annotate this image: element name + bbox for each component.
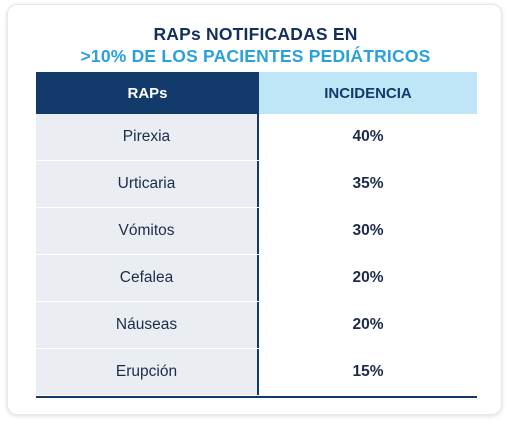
header-incidencia: INCIDENCIA <box>259 72 477 114</box>
table-bottom-border <box>36 396 477 398</box>
incidencia-cell: 15% <box>259 349 477 395</box>
table-row: Vómitos 30% <box>36 208 477 255</box>
rap-cell: Pirexia <box>36 114 259 160</box>
incidencia-cell: 40% <box>259 114 477 160</box>
rap-cell: Urticaria <box>36 161 259 207</box>
table-header-row: RAPs INCIDENCIA <box>36 72 477 114</box>
rap-cell: Erupción <box>36 349 259 395</box>
incidencia-cell: 35% <box>259 161 477 207</box>
incidence-table: RAPs INCIDENCIA Pirexia 40% Urticaria 35… <box>36 72 477 398</box>
table-row: Urticaria 35% <box>36 161 477 208</box>
incidencia-cell: 30% <box>259 208 477 254</box>
table-row: Pirexia 40% <box>36 114 477 161</box>
incidencia-cell: 20% <box>259 302 477 348</box>
incidencia-cell: 20% <box>259 255 477 301</box>
rap-cell: Náuseas <box>36 302 259 348</box>
table-card: RAPs NOTIFICADAS EN >10% DE LOS PACIENTE… <box>7 4 502 415</box>
table-row: Náuseas 20% <box>36 302 477 349</box>
table-row: Cefalea 20% <box>36 255 477 302</box>
rap-cell: Vómitos <box>36 208 259 254</box>
card-subtitle: >10% DE LOS PACIENTES PEDIÁTRICOS <box>80 46 431 66</box>
card-title: RAPs NOTIFICADAS EN <box>153 24 358 44</box>
rap-cell: Cefalea <box>36 255 259 301</box>
table-row: Erupción 15% <box>36 349 477 396</box>
header-raps: RAPs <box>36 72 259 114</box>
